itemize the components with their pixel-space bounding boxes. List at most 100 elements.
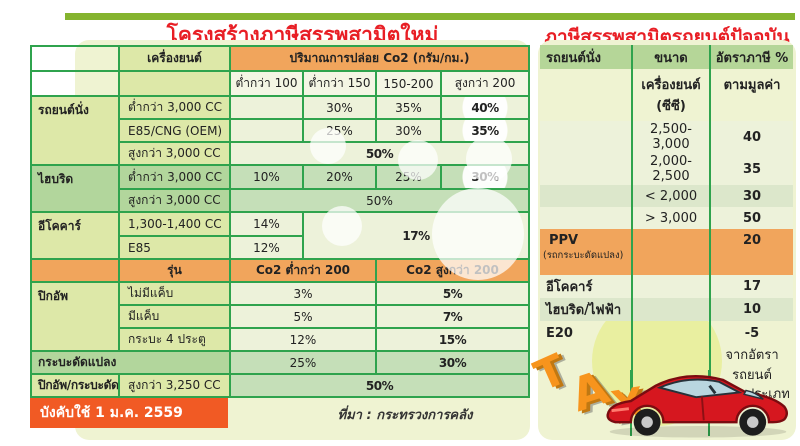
spacer-cell	[30, 45, 120, 72]
table-row: > 3,000 50	[540, 207, 793, 229]
section-header-blank	[30, 258, 120, 283]
car-hubcap	[641, 416, 653, 428]
value-cell: 10%	[229, 164, 304, 190]
value-cell-highlight: 7%	[374, 304, 531, 329]
table-row: มีแค็บ 5% 7%	[31, 304, 531, 329]
table-row: ปิกอัพ ไม่มีแค็บ 3% 5%	[30, 281, 531, 352]
rate-header-line1: อัตราภาษี %	[710, 45, 793, 69]
row-label-pickup: ปิกอัพ	[30, 281, 120, 352]
engine-cell: ต่ำกว่า 3,000 CC	[118, 95, 231, 120]
table-row: สูงกว่า 3,000 CC 50%	[31, 141, 531, 166]
model-column-header: รุ่น	[118, 258, 231, 283]
table-row: เครื่องยนต์ (ซีซี) ตามมูลค่า	[540, 69, 793, 121]
car-hubcap	[746, 416, 759, 428]
engine-cell: สูงกว่า 3,250 CC	[118, 373, 231, 398]
table-row: < 2,000 30	[540, 185, 793, 207]
table-row: กระบะดัดแปลง 25% 30%	[30, 350, 531, 375]
size-cell: 2,000-2,500	[631, 153, 711, 185]
top-divider-bar	[65, 13, 795, 20]
rate-header-line2: ตามมูลค่า	[710, 69, 793, 121]
blank-cell	[631, 298, 711, 321]
value-cell-merged: 17%	[301, 211, 531, 260]
co2-band-header: สูงกว่า 200	[439, 70, 531, 97]
blank-cell	[631, 229, 711, 275]
blank-cell	[540, 185, 632, 207]
size-cell: < 2,000	[631, 185, 711, 207]
rate-cell: 40	[742, 129, 762, 145]
table-row: ปิกอัพ/กระบะดัดแปลง สูงกว่า 3,250 CC 50%	[30, 373, 531, 398]
row-label-hybrid: ไฮบริด	[30, 164, 120, 213]
co2-high-header: Co2 สูงกว่า 200	[374, 258, 531, 283]
co2-column-header: ปริมาณการปล่อย Co2 (กรัม/กม.)	[228, 45, 531, 72]
row-label-pickup-modified: ปิกอัพ/กระบะดัดแปลง	[30, 373, 120, 398]
model-cell: กระบะ 4 ประตู	[118, 327, 231, 352]
engine-header-blank	[118, 70, 231, 97]
new-tax-table: เครื่องยนต์ ปริมาณการปล่อย Co2 (กรัม/กม.…	[30, 45, 531, 398]
value-cell-highlight: 35%	[439, 118, 531, 143]
value-cell	[229, 95, 304, 120]
co2-low-header: Co2 ต่ำกว่า 200	[229, 258, 377, 283]
rate-cell: -5	[744, 325, 760, 341]
value-cell-highlight: 30%	[439, 164, 531, 190]
passenger-header: รถยนต์นั่ง	[540, 45, 632, 69]
table-row: อีโคคาร์ 17	[540, 275, 793, 298]
co2-band-header: 150-200	[375, 70, 442, 97]
engine-cell: E85	[118, 235, 231, 260]
value-cell-merged: 50%	[228, 373, 531, 398]
size-header-engine: เครื่องยนต์	[641, 78, 701, 93]
car-door-line	[700, 396, 705, 421]
blank-cell	[631, 321, 711, 345]
table-row: เครื่องยนต์ ปริมาณการปล่อย Co2 (กรัม/กม.…	[30, 45, 531, 72]
table-row: PPV (รถกระบะดัดแปลง) 20	[540, 229, 793, 275]
table-row: E85 12%	[31, 235, 529, 260]
blank-cell	[631, 275, 711, 298]
engine-cell: E85/CNG (OEM)	[118, 118, 231, 143]
size-header-cc: (ซีซี)	[656, 99, 686, 114]
value-cell: 12%	[229, 327, 377, 352]
size-header-line2: เครื่องยนต์ (ซีซี)	[631, 69, 711, 121]
value-cell-highlight: 5%	[374, 281, 531, 306]
value-cell: 30%	[302, 95, 377, 120]
engine-cell: สูงกว่า 3,000 CC	[118, 188, 231, 213]
ppv-label-cell: PPV (รถกระบะดัดแปลง)	[540, 229, 632, 275]
rate-cell: 17	[742, 279, 762, 294]
table-row: E85/CNG (OEM) 25% 30% 35%	[31, 118, 531, 143]
car-rear-window	[743, 389, 764, 400]
table-row: รถยนต์นั่ง ขนาด อัตราภาษี %	[540, 45, 793, 69]
value-cell-highlight: 40%	[439, 95, 531, 120]
rate-cell: 20	[742, 233, 762, 248]
value-cell: 12%	[229, 235, 304, 260]
rate-cell: 30	[742, 188, 762, 204]
value-cell: 25%	[375, 164, 442, 190]
value-cell: 3%	[229, 281, 377, 306]
category-cell: ไฮบริด/ไฟฟ้า	[546, 303, 622, 318]
current-tax-table: รถยนต์นั่ง ขนาด อัตราภาษี % เครื่องยนต์ …	[540, 45, 793, 406]
table-row: ไฮบริด/ไฟฟ้า 10	[540, 298, 793, 321]
blank-cell	[540, 121, 632, 153]
value-cell-merged: 50%	[228, 141, 531, 166]
value-cell: 30%	[375, 118, 442, 143]
value-cell-highlight: 15%	[374, 327, 531, 352]
blank-cell	[540, 207, 632, 229]
rate-cell: 35	[742, 161, 762, 177]
size-header-line1: ขนาด	[631, 45, 711, 69]
co2-band-header: ต่ำกว่า 100	[229, 70, 304, 97]
rate-cell: 50	[742, 210, 762, 226]
size-cell: 2,500-3,000	[631, 121, 711, 153]
table-row: ไฮบริด ต่ำกว่า 3,000 CC 10% 20% 25% 30%	[30, 164, 531, 213]
category-cell: E20	[546, 325, 573, 341]
row-label-ecocar: อีโคคาร์	[30, 211, 120, 260]
effective-date-banner: บังคับใช้ 1 ม.ค. 2559	[30, 398, 228, 428]
source-note: ที่มา : กระทรวงการคลัง	[337, 408, 473, 423]
table-row: รถยนต์นั่ง ต่ำกว่า 3,000 CC 30% 35% 40%	[30, 95, 531, 166]
value-cell: 25%	[302, 118, 377, 143]
ppv-label: PPV	[549, 233, 579, 248]
size-cell: > 3,000	[631, 207, 711, 229]
table-row: 2,000-2,500 35	[540, 153, 793, 185]
car-bumper-highlight	[611, 407, 630, 413]
engine-cell: สูงกว่า 3,000 CC	[118, 141, 231, 166]
table-row: รุ่น Co2 ต่ำกว่า 200 Co2 สูงกว่า 200	[30, 258, 531, 283]
value-cell: 14%	[229, 211, 304, 237]
header-blank	[540, 69, 632, 121]
